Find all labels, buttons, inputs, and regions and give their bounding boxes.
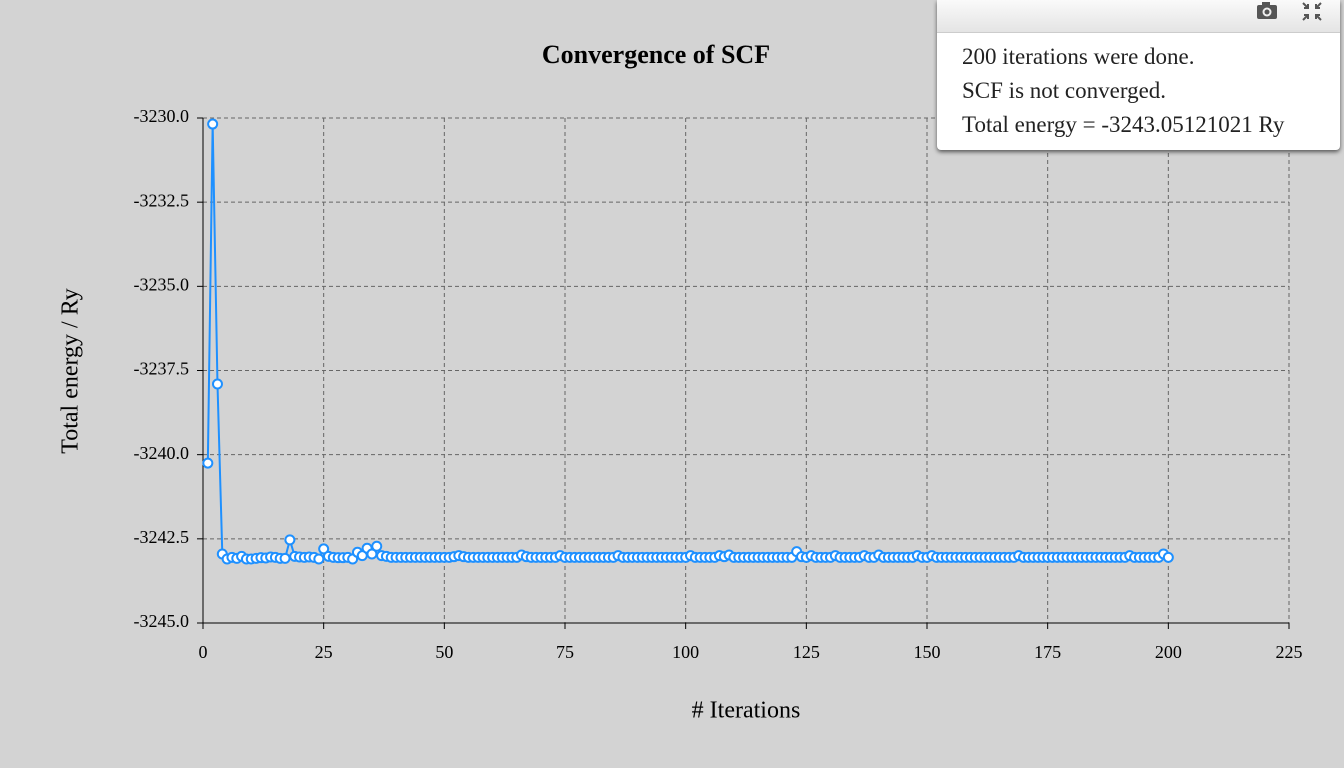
x-tick-label: 50 xyxy=(435,642,453,662)
data-point xyxy=(211,378,223,390)
y-tick-label: -3235.0 xyxy=(134,274,190,294)
x-tick-label: 125 xyxy=(793,642,820,662)
data-point xyxy=(1162,551,1174,563)
data-point xyxy=(279,552,291,564)
y-tick-label: -3245.0 xyxy=(134,611,190,631)
notice-popup: 200 iterations were done. SCF is not con… xyxy=(937,0,1340,150)
x-tick-label: 225 xyxy=(1276,642,1303,662)
y-tick-label: -3232.5 xyxy=(134,190,190,210)
series-line xyxy=(206,124,1169,561)
data-point xyxy=(207,118,219,130)
x-tick-label: 200 xyxy=(1155,642,1182,662)
data-point xyxy=(318,543,330,555)
x-tick-label: 0 xyxy=(199,642,208,662)
chart-title: Convergence of SCF xyxy=(542,40,770,69)
x-tick-label: 175 xyxy=(1034,642,1061,662)
x-axis-label: # Iterations xyxy=(692,698,801,724)
y-tick-label: -3242.5 xyxy=(134,527,190,547)
x-tick-label: 100 xyxy=(672,642,699,662)
camera-icon[interactable] xyxy=(1257,2,1277,19)
x-tick-label: 25 xyxy=(315,642,333,662)
notice-line: 200 iterations were done. xyxy=(962,44,1195,69)
x-tick-label: 75 xyxy=(556,642,574,662)
y-tick-label: -3240.0 xyxy=(134,443,190,463)
notice-line: Total energy = -3243.05121021 Ry xyxy=(962,112,1285,137)
notice-line: SCF is not converged. xyxy=(962,78,1167,103)
data-point xyxy=(284,534,296,546)
popup-toolbar xyxy=(937,0,1340,33)
x-tick-label: 150 xyxy=(914,642,941,662)
y-tick-label: -3230.0 xyxy=(134,106,190,126)
toolbar-icons xyxy=(1257,2,1322,21)
minimize-icon[interactable] xyxy=(1302,2,1322,21)
data-point xyxy=(202,457,214,469)
data-point xyxy=(313,553,325,565)
y-axis-label: Total energy / Ry xyxy=(58,288,84,454)
y-tick-label: -3237.5 xyxy=(134,359,190,379)
data-point xyxy=(371,540,383,552)
